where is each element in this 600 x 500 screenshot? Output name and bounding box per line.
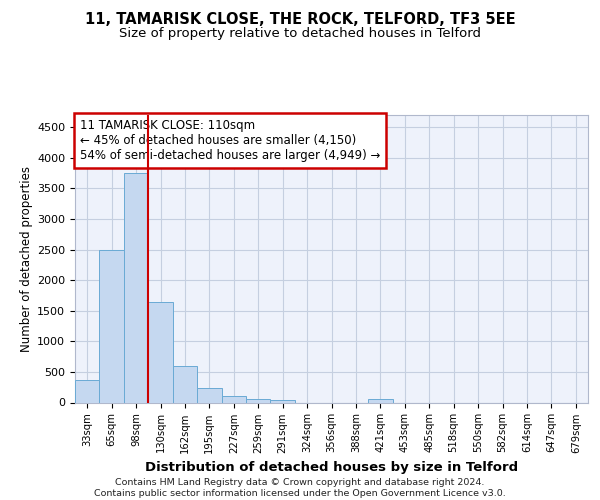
Bar <box>368 399 392 402</box>
Bar <box>173 366 197 402</box>
X-axis label: Distribution of detached houses by size in Telford: Distribution of detached houses by size … <box>145 461 518 474</box>
Text: 11, TAMARISK CLOSE, THE ROCK, TELFORD, TF3 5EE: 11, TAMARISK CLOSE, THE ROCK, TELFORD, T… <box>85 12 515 28</box>
Text: Contains HM Land Registry data © Crown copyright and database right 2024.
Contai: Contains HM Land Registry data © Crown c… <box>94 478 506 498</box>
Text: Size of property relative to detached houses in Telford: Size of property relative to detached ho… <box>119 28 481 40</box>
Bar <box>75 380 100 402</box>
Bar <box>148 302 173 402</box>
Text: 11 TAMARISK CLOSE: 110sqm
← 45% of detached houses are smaller (4,150)
54% of se: 11 TAMARISK CLOSE: 110sqm ← 45% of detac… <box>80 120 380 162</box>
Bar <box>271 400 295 402</box>
Bar <box>197 388 221 402</box>
Bar <box>124 173 148 402</box>
Bar <box>100 250 124 402</box>
Y-axis label: Number of detached properties: Number of detached properties <box>20 166 33 352</box>
Bar <box>221 396 246 402</box>
Bar <box>246 398 271 402</box>
